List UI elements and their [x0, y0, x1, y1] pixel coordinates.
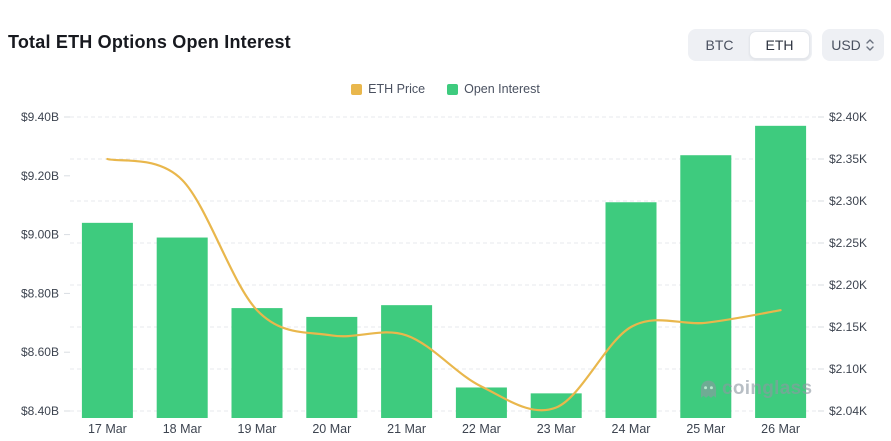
chart-legend: ETH Price Open Interest	[0, 82, 891, 96]
y-axis-right-label: $2.04K	[829, 404, 867, 418]
x-axis-label: 25 Mar	[686, 422, 725, 436]
x-axis-label: 22 Mar	[462, 422, 501, 436]
toggle-option-btc[interactable]: BTC	[705, 37, 734, 53]
toggle-option-eth[interactable]: ETH	[749, 31, 810, 59]
page-title: Total ETH Options Open Interest	[8, 32, 291, 52]
x-axis-label: 26 Mar	[761, 422, 800, 436]
eth-price-swatch-icon	[351, 83, 363, 95]
bar-19-mar[interactable]	[231, 308, 283, 418]
legend-label: Open Interest	[464, 82, 540, 96]
open-interest-swatch-icon	[447, 83, 459, 95]
y-axis-right-label: $2.15K	[829, 320, 867, 334]
y-axis-left-label: $8.80B	[21, 286, 59, 300]
bar-25-mar[interactable]	[680, 155, 732, 418]
y-axis-right-label: $2.25K	[829, 236, 867, 250]
x-axis-label: 21 Mar	[387, 422, 426, 436]
bar-17-mar[interactable]	[81, 222, 133, 418]
bar-22-mar[interactable]	[455, 387, 507, 418]
legend-label: ETH Price	[368, 82, 426, 96]
x-axis-label: 19 Mar	[238, 422, 277, 436]
bar-26-mar[interactable]	[755, 125, 807, 418]
y-axis-left-label: $8.60B	[21, 345, 59, 359]
x-axis-label: 24 Mar	[612, 422, 651, 436]
bar-21-mar[interactable]	[381, 305, 433, 418]
y-axis-right-label: $2.35K	[829, 152, 867, 166]
legend-item-eth-price[interactable]: ETH Price	[351, 82, 425, 96]
currency-selector[interactable]: USD	[822, 29, 884, 61]
bar-23-mar[interactable]	[530, 393, 582, 418]
legend-item-open-interest[interactable]: Open Interest	[447, 82, 540, 96]
y-axis-right-label: $2.30K	[829, 194, 867, 208]
eth-price-line	[106, 157, 782, 412]
y-axis-left-label: $9.40B	[21, 110, 59, 124]
y-axis-left-label: $8.40B	[21, 404, 59, 418]
currency-selector-value: USD	[831, 37, 861, 53]
coin-toggle: BTC ETH	[688, 29, 812, 61]
x-axis-label: 17 Mar	[88, 422, 127, 436]
x-axis-label: 23 Mar	[537, 422, 576, 436]
bar-24-mar[interactable]	[605, 202, 657, 418]
bar-20-mar[interactable]	[306, 316, 358, 418]
sort-chevrons-icon	[866, 39, 874, 51]
x-axis-label: 18 Mar	[163, 422, 202, 436]
y-axis-right-label: $2.40K	[829, 110, 867, 124]
y-axis-right-label: $2.10K	[829, 362, 867, 376]
bar-18-mar[interactable]	[156, 237, 208, 418]
y-axis-left-label: $9.20B	[21, 169, 59, 183]
y-axis-right-label: $2.20K	[829, 278, 867, 292]
y-axis-left-label: $9.00B	[21, 228, 59, 242]
x-axis-label: 20 Mar	[312, 422, 351, 436]
